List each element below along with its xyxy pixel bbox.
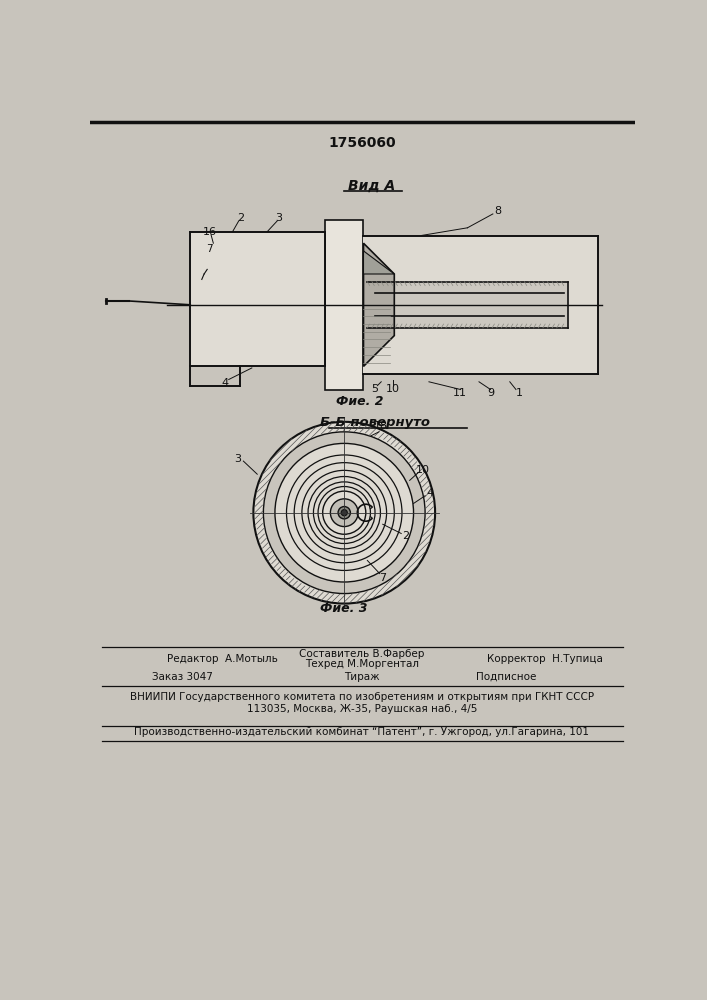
Text: ВНИИПИ Государственного комитета по изобретениям и открытиям при ГКНТ СССР: ВНИИПИ Государственного комитета по изоб… [130, 692, 594, 702]
Text: Редактор  А.Мотыль: Редактор А.Мотыль [167, 654, 278, 664]
Text: 4: 4 [427, 488, 434, 498]
Text: Составитель В.Фарбер: Составитель В.Фарбер [299, 649, 425, 659]
Text: 18: 18 [374, 421, 388, 431]
Text: 3: 3 [235, 454, 242, 464]
Text: 10: 10 [386, 384, 399, 394]
Text: 3: 3 [275, 213, 282, 223]
Circle shape [264, 432, 425, 594]
Polygon shape [368, 282, 568, 328]
Polygon shape [190, 232, 325, 366]
Text: 4: 4 [221, 378, 228, 388]
Text: 7: 7 [206, 244, 213, 254]
Text: Техред М.Моргентал: Техред М.Моргентал [305, 659, 419, 669]
Text: Подписное: Подписное [476, 672, 536, 682]
Text: 5: 5 [372, 384, 378, 394]
Text: 1: 1 [515, 388, 522, 398]
Text: 2: 2 [402, 531, 409, 541]
Text: Фие. 2: Фие. 2 [336, 395, 383, 408]
Text: 2: 2 [237, 213, 244, 223]
Circle shape [275, 443, 414, 582]
Polygon shape [325, 220, 363, 389]
Polygon shape [363, 235, 598, 374]
Text: Производственно-издательский комбинат “Патент”, г. Ужгород, ул.Гагарина, 101: Производственно-издательский комбинат “П… [134, 727, 590, 737]
Circle shape [330, 499, 358, 527]
Text: 11: 11 [452, 388, 467, 398]
Circle shape [341, 510, 347, 516]
Text: Корректор  Н.Тупица: Корректор Н.Тупица [486, 654, 602, 664]
Text: Вид A: Вид A [348, 178, 395, 192]
Circle shape [338, 507, 351, 519]
Text: 113035, Москва, Ж-35, Раушская наб., 4/5: 113035, Москва, Ж-35, Раушская наб., 4/5 [247, 704, 477, 714]
Text: 9: 9 [487, 388, 494, 398]
Polygon shape [363, 251, 395, 274]
Text: 1756060: 1756060 [328, 136, 396, 150]
Text: 10: 10 [416, 465, 430, 475]
Polygon shape [363, 243, 395, 366]
Text: Б-Б повернуто: Б-Б повернуто [320, 416, 430, 429]
Text: Тираж: Тираж [344, 672, 380, 682]
Text: 8: 8 [495, 206, 502, 216]
Text: Фие. 3: Фие. 3 [320, 602, 368, 615]
Circle shape [253, 422, 435, 604]
Circle shape [322, 491, 366, 534]
Text: 7: 7 [379, 573, 386, 583]
Text: Заказ 3047: Заказ 3047 [152, 672, 213, 682]
Text: 16: 16 [202, 227, 216, 237]
